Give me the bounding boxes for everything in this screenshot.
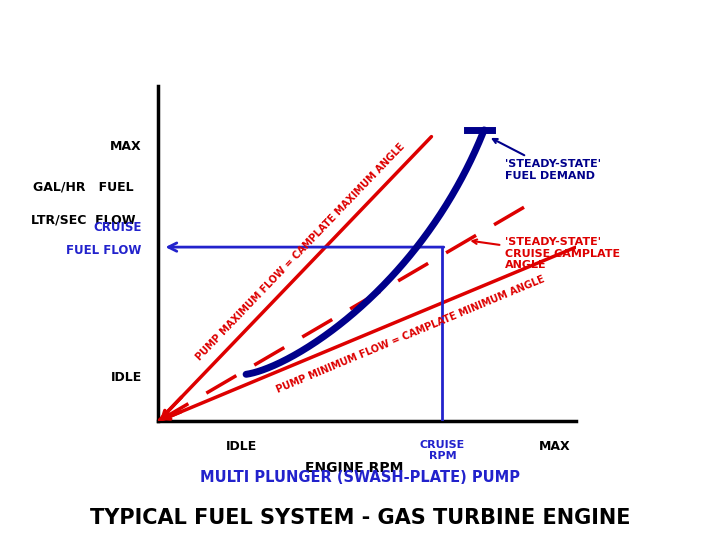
Text: CRUISE: CRUISE xyxy=(94,220,142,233)
Text: 'STEADY-STATE'
CRUISE CAMPLATE
ANGLE: 'STEADY-STATE' CRUISE CAMPLATE ANGLE xyxy=(472,237,620,271)
Text: LTR/SEC  FLOW: LTR/SEC FLOW xyxy=(31,214,135,227)
Text: PUMP MAXIMUM FLOW = CAMPLATE MAXIMUM ANGLE: PUMP MAXIMUM FLOW = CAMPLATE MAXIMUM ANG… xyxy=(194,141,408,362)
Text: ENGINE RPM: ENGINE RPM xyxy=(305,461,404,475)
Text: GAL/HR   FUEL: GAL/HR FUEL xyxy=(33,180,133,193)
Text: TYPICAL FUEL SYSTEM - GAS TURBINE ENGINE: TYPICAL FUEL SYSTEM - GAS TURBINE ENGINE xyxy=(90,508,630,529)
Text: 'STEADY-STATE'
FUEL DEMAND: 'STEADY-STATE' FUEL DEMAND xyxy=(492,139,601,181)
Text: MULTI PLUNGER (SWASH-PLATE) PUMP: MULTI PLUNGER (SWASH-PLATE) PUMP xyxy=(200,470,520,485)
Text: IDLE: IDLE xyxy=(110,371,142,384)
Text: PUMP MINIMUM FLOW = CAMPLATE MINIMUM ANGLE: PUMP MINIMUM FLOW = CAMPLATE MINIMUM ANG… xyxy=(275,274,546,395)
Text: IDLE: IDLE xyxy=(226,440,258,453)
Text: MAX: MAX xyxy=(110,140,142,153)
Text: FUEL FLOW: FUEL FLOW xyxy=(66,244,142,257)
Text: MAX: MAX xyxy=(539,440,571,453)
Text: CRUISE
RPM: CRUISE RPM xyxy=(420,440,465,461)
